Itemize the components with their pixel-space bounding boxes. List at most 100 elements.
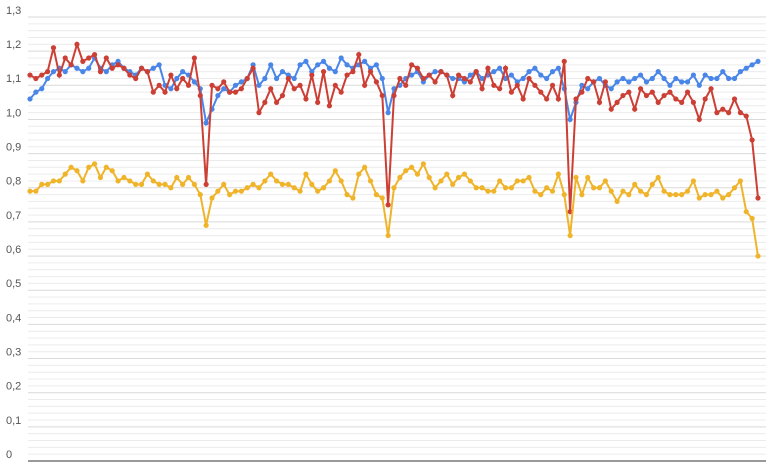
data-point <box>121 65 127 71</box>
data-point <box>232 82 239 88</box>
data-point <box>497 178 503 184</box>
data-point <box>45 181 51 187</box>
data-point <box>326 65 333 71</box>
data-point <box>473 69 479 75</box>
data-point <box>362 164 368 170</box>
data-point <box>684 188 691 194</box>
data-point <box>679 192 685 198</box>
data-point <box>326 103 333 109</box>
data-point <box>432 79 438 85</box>
data-point <box>731 185 738 191</box>
data-point <box>626 79 632 85</box>
data-point <box>150 65 156 71</box>
data-point <box>367 69 374 75</box>
data-point <box>97 69 104 75</box>
data-point <box>297 62 303 68</box>
data-point <box>250 181 256 187</box>
data-point <box>708 86 714 92</box>
data-point <box>215 86 221 92</box>
data-point <box>455 72 462 78</box>
data-point <box>115 62 121 68</box>
data-point <box>27 72 33 78</box>
data-point <box>726 75 732 82</box>
data-point <box>749 137 755 143</box>
data-point <box>303 171 309 177</box>
data-point <box>461 171 468 177</box>
data-point <box>320 58 327 64</box>
data-point <box>485 188 491 194</box>
data-point <box>68 164 74 170</box>
data-point <box>244 75 250 82</box>
data-point <box>514 178 520 184</box>
data-point <box>338 89 344 95</box>
data-point <box>585 86 591 92</box>
data-point <box>273 99 280 105</box>
data-point <box>591 185 597 191</box>
data-point <box>755 253 761 259</box>
data-point <box>626 192 632 198</box>
data-point <box>227 192 233 198</box>
data-point <box>632 106 638 112</box>
data-point <box>620 75 626 82</box>
data-point <box>737 110 743 116</box>
data-point <box>180 69 186 75</box>
data-point <box>608 106 614 112</box>
data-point <box>397 174 403 181</box>
data-point <box>455 174 462 181</box>
data-point <box>702 96 708 102</box>
data-point <box>626 89 632 95</box>
data-point <box>350 69 356 75</box>
data-point <box>397 75 403 82</box>
data-point <box>409 164 415 170</box>
data-point <box>379 195 385 201</box>
data-point <box>409 62 415 68</box>
data-point <box>127 72 133 78</box>
data-point <box>297 82 303 88</box>
data-point <box>467 178 473 184</box>
data-point <box>180 75 186 82</box>
data-point <box>39 72 45 78</box>
data-point <box>268 86 274 92</box>
data-point <box>444 171 450 177</box>
data-point <box>103 69 109 75</box>
data-point <box>74 168 80 174</box>
data-point <box>485 65 491 71</box>
data-point <box>520 75 526 82</box>
data-point <box>33 89 39 95</box>
data-point <box>549 82 556 88</box>
data-point <box>538 72 544 78</box>
data-point <box>309 72 315 78</box>
data-point <box>426 174 432 181</box>
data-point <box>544 185 550 191</box>
data-point <box>596 185 603 191</box>
data-point <box>203 181 209 187</box>
data-point <box>332 69 338 75</box>
data-point <box>696 195 702 201</box>
data-point <box>91 161 98 167</box>
data-point <box>743 65 749 71</box>
data-point <box>755 58 761 64</box>
data-point <box>256 185 262 191</box>
data-point <box>80 58 86 64</box>
data-point <box>655 69 661 75</box>
data-point <box>702 72 708 78</box>
data-point <box>326 178 333 184</box>
data-point <box>426 72 432 78</box>
data-point <box>602 178 608 184</box>
data-point <box>661 92 667 99</box>
data-point <box>473 185 479 191</box>
data-point <box>579 192 585 198</box>
data-point <box>121 174 127 181</box>
data-point <box>508 185 515 191</box>
data-point <box>549 188 556 194</box>
data-point <box>185 174 192 181</box>
data-point <box>379 75 385 82</box>
data-point <box>438 178 444 184</box>
data-point <box>133 181 139 187</box>
data-point <box>320 185 327 191</box>
data-point <box>467 79 473 85</box>
data-point <box>279 92 286 99</box>
data-point <box>203 222 209 228</box>
data-point <box>655 99 661 105</box>
data-point <box>679 99 685 105</box>
